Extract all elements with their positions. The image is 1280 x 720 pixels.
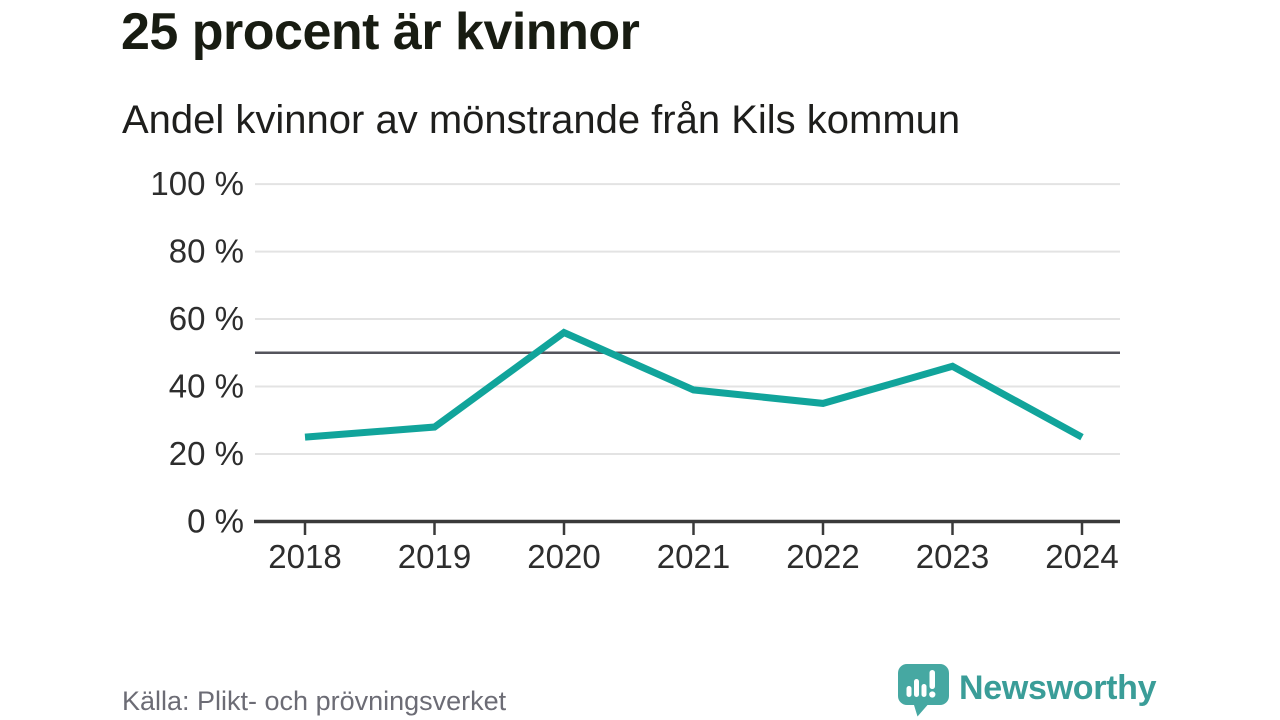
x-axis-tick-label: 2022 — [786, 538, 859, 575]
bar-icon — [921, 684, 927, 697]
exclamation-dot-icon — [929, 691, 936, 698]
exclamation-icon — [929, 670, 935, 689]
y-axis-tick-label: 60 % — [169, 300, 244, 337]
y-axis-tick-label: 40 % — [169, 368, 244, 405]
bar-icon — [914, 679, 919, 697]
y-axis-tick-label: 0 % — [187, 503, 244, 540]
x-axis-tick-label: 2024 — [1045, 538, 1118, 575]
x-axis-tick-label: 2019 — [398, 538, 471, 575]
y-axis-tick-label: 20 % — [169, 435, 244, 472]
x-axis-tick-label: 2020 — [527, 538, 600, 575]
chart-title: 25 procent är kvinnor — [121, 3, 640, 61]
data-line-series — [304, 328, 1084, 441]
chart-subtitle: Andel kvinnor av mönstrande från Kils ko… — [122, 98, 961, 142]
x-axis-tick-label: 2023 — [916, 538, 989, 575]
x-axis-tick-label: 2018 — [268, 538, 341, 575]
bar-icon — [906, 686, 912, 697]
y-axis-tick-label: 100 % — [150, 165, 244, 202]
newsworthy-logo-icon — [898, 664, 949, 717]
newsworthy-logo: Newsworthy — [897, 663, 1157, 719]
y-axis-tick-label: 80 % — [169, 233, 244, 270]
line-chart: 0 % 20 % 40 % 60 % 80 % 100 % 2018 2019 2020 2021… — [150, 165, 1120, 575]
brand-name: Newsworthy — [959, 669, 1157, 707]
source-note: Källa: Plikt- och prövningsverket — [122, 686, 507, 716]
x-axis-tick-label: 2021 — [657, 538, 730, 575]
